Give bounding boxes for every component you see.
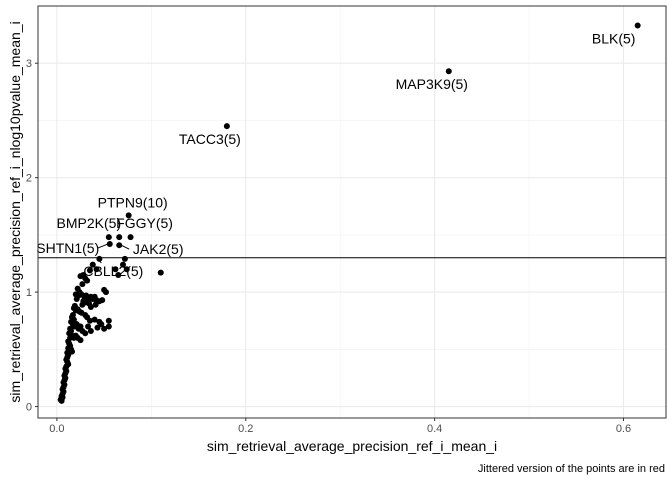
data-point bbox=[112, 266, 119, 273]
data-point bbox=[77, 273, 84, 280]
data-points bbox=[57, 22, 641, 404]
x-tick-label: 0.6 bbox=[616, 423, 631, 435]
data-point bbox=[105, 234, 112, 241]
data-point bbox=[93, 266, 100, 273]
point-label: BLK(5) bbox=[592, 30, 636, 46]
label-connector bbox=[99, 260, 102, 264]
data-point bbox=[85, 323, 92, 330]
point-label: JAK2(5) bbox=[133, 241, 184, 257]
chart-caption: Jittered version of the points are in re… bbox=[478, 463, 665, 475]
major-gridlines bbox=[38, 6, 666, 418]
data-point bbox=[79, 301, 86, 308]
point-label: MAP3K9(5) bbox=[396, 76, 468, 92]
data-point bbox=[101, 325, 108, 332]
y-tick-label: 1 bbox=[26, 287, 32, 299]
data-point bbox=[99, 297, 106, 304]
y-tick-label: 0 bbox=[26, 402, 32, 414]
data-point bbox=[116, 242, 123, 249]
data-point bbox=[96, 255, 103, 262]
data-point bbox=[106, 241, 113, 248]
data-point bbox=[634, 22, 641, 29]
panel-border bbox=[37, 5, 667, 419]
point-label: PTPN9(10) bbox=[98, 194, 168, 210]
data-point bbox=[119, 261, 126, 268]
y-axis-title: sim_retrieval_average_precision_ref_i_nl… bbox=[7, 21, 23, 402]
point-label: BMP2K(5) bbox=[57, 215, 122, 231]
data-point bbox=[115, 271, 122, 278]
data-point bbox=[102, 289, 109, 296]
point-label: FGGY(5) bbox=[116, 215, 173, 231]
data-point bbox=[84, 277, 91, 284]
data-point bbox=[445, 68, 452, 75]
data-point bbox=[125, 212, 132, 219]
point-label: TACC3(5) bbox=[179, 131, 241, 147]
x-tick-label: 0.0 bbox=[49, 423, 64, 435]
y-tick-label: 3 bbox=[26, 58, 32, 70]
data-point bbox=[77, 337, 84, 344]
point-labels: BLK(5) MAP3K9(5) TACC3(5) PTPN9(10) BMP2K(5)… bbox=[36, 30, 635, 278]
x-axis-title: sim_retrieval_average_precision_ref_i_me… bbox=[207, 438, 497, 454]
data-point bbox=[91, 316, 98, 323]
y-axis-ticks: 0 1 2 3 bbox=[26, 58, 38, 414]
data-point bbox=[89, 261, 96, 268]
data-point bbox=[116, 234, 123, 241]
data-point bbox=[77, 323, 84, 330]
data-point bbox=[123, 266, 130, 273]
data-point bbox=[105, 317, 112, 324]
data-point bbox=[73, 295, 80, 302]
point-label: CBLL2(5) bbox=[83, 263, 143, 279]
data-point bbox=[87, 328, 94, 335]
point-label: SHTN1(5) bbox=[36, 240, 99, 256]
data-point bbox=[58, 397, 65, 404]
y-tick-label: 2 bbox=[26, 173, 32, 185]
panel-background bbox=[38, 6, 666, 418]
minor-gridlines bbox=[38, 6, 666, 418]
data-point bbox=[87, 303, 94, 310]
data-point bbox=[92, 301, 99, 308]
x-tick-label: 0.4 bbox=[427, 423, 442, 435]
data-point bbox=[157, 269, 164, 276]
data-point bbox=[127, 234, 134, 241]
data-point bbox=[94, 324, 101, 331]
label-connector bbox=[97, 243, 108, 249]
data-point bbox=[223, 123, 230, 130]
data-point bbox=[82, 330, 89, 337]
data-point bbox=[121, 255, 128, 262]
x-axis-ticks: 0.0 0.2 0.4 0.6 bbox=[49, 418, 631, 435]
label-connector bbox=[120, 244, 130, 250]
data-point bbox=[79, 281, 86, 288]
data-point bbox=[86, 267, 93, 274]
data-point bbox=[105, 323, 112, 330]
data-point bbox=[86, 317, 93, 324]
x-tick-label: 0.2 bbox=[238, 423, 253, 435]
